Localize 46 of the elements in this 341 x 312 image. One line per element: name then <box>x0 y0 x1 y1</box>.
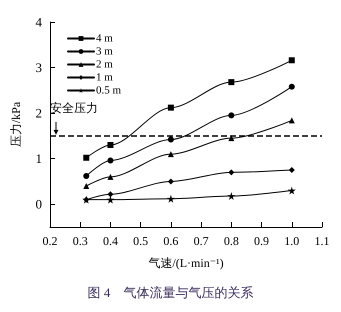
x-tick-label: 0.7 <box>194 234 209 248</box>
y-tick-label: 2 <box>36 106 42 121</box>
x-tick-label: 0.9 <box>254 234 270 248</box>
y-axis-title: 压力/kPa <box>9 101 23 148</box>
point <box>107 191 114 198</box>
y-tick-label: 4 <box>36 14 42 30</box>
point <box>106 196 114 204</box>
point <box>107 157 114 164</box>
legend-label: 0.5 m <box>96 84 122 96</box>
point <box>288 167 295 174</box>
x-axis-title: 气速/(L·min⁻¹) <box>148 256 224 270</box>
caption: 图 4 气体流量与气压的关系 <box>88 285 254 300</box>
point <box>166 194 175 203</box>
x-tick-label: 0.4 <box>102 234 118 248</box>
ref-line-label: 安全压力 <box>50 100 98 115</box>
x-tick-label: 0.3 <box>72 234 88 248</box>
legend-label: 2 m <box>96 58 114 70</box>
point <box>228 79 234 86</box>
y-tick-label: 3 <box>36 60 42 76</box>
point <box>107 142 114 148</box>
point <box>168 178 174 184</box>
point <box>83 154 90 161</box>
point <box>288 84 295 90</box>
legend-label: 3 m <box>96 46 114 58</box>
point <box>227 192 236 200</box>
y-tick-label: 0 <box>36 196 42 212</box>
x-tick-label: 1.1 <box>314 234 330 248</box>
point <box>83 172 90 179</box>
point <box>107 174 114 180</box>
x-tick-label: 0.2 <box>42 234 58 248</box>
legend-label: 4 m <box>96 32 114 44</box>
point <box>288 117 295 124</box>
point <box>83 183 90 189</box>
point <box>168 136 174 143</box>
y-tick-label: 1 <box>36 151 42 166</box>
point <box>228 112 234 118</box>
point <box>168 151 174 158</box>
legend-label: 1 m <box>96 72 114 84</box>
point <box>288 186 296 195</box>
x-tick-label: 1.0 <box>284 234 300 248</box>
point <box>228 169 234 176</box>
x-tick-label: 0.5 <box>133 234 148 248</box>
point <box>168 104 174 111</box>
x-tick-label: 0.6 <box>163 234 178 248</box>
x-tick-label: 0.8 <box>224 234 239 248</box>
point <box>288 57 295 64</box>
